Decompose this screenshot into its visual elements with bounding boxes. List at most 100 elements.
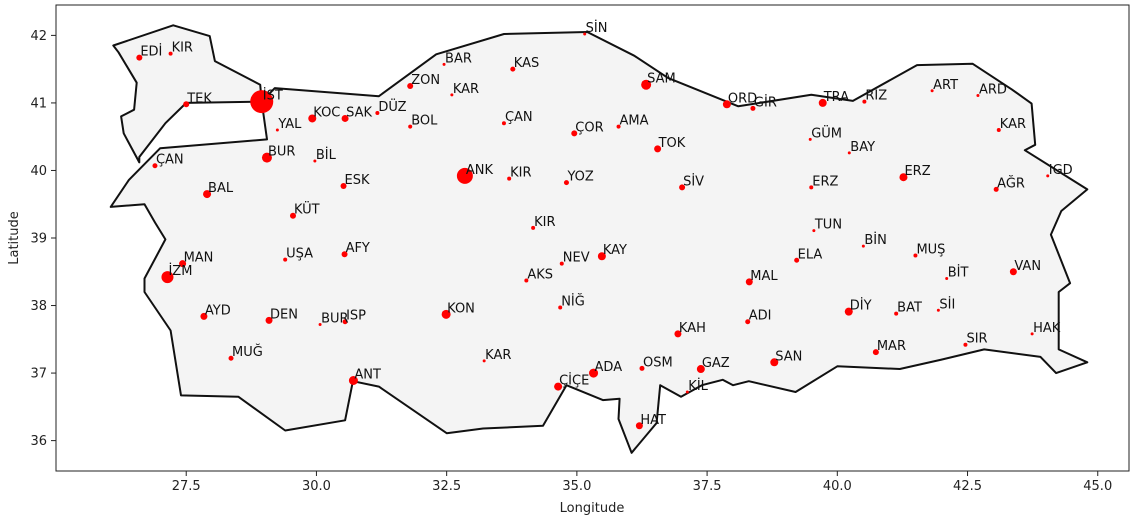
city-marker xyxy=(1009,268,1017,276)
city-label: AĞR xyxy=(997,175,1025,191)
city-marker xyxy=(770,358,779,367)
city-marker xyxy=(976,93,980,97)
city-marker xyxy=(375,111,380,116)
city-label: AKS xyxy=(527,268,553,283)
city-label: KAR xyxy=(453,82,479,97)
city-label: YAL xyxy=(277,117,302,132)
city-markers xyxy=(136,32,1050,430)
city-label: GÜM xyxy=(811,124,842,141)
city-label: ADI xyxy=(749,309,772,324)
x-tick-label: 37.5 xyxy=(693,479,722,494)
city-label: BUR xyxy=(268,145,295,160)
city-label: OSM xyxy=(643,355,673,370)
city-label: TUN xyxy=(814,218,842,233)
city-marker xyxy=(531,225,536,230)
city-label: İST xyxy=(263,88,283,104)
city-marker xyxy=(313,159,317,163)
city-label: ANK xyxy=(466,163,494,178)
city-label: SİI xyxy=(939,296,955,312)
city-marker xyxy=(203,190,212,199)
city-marker xyxy=(228,355,234,361)
city-label: ADA xyxy=(595,360,623,375)
city-marker xyxy=(441,309,451,319)
city-label: TRA xyxy=(823,90,849,105)
country-outline xyxy=(109,24,1089,454)
x-tick-label: 30.0 xyxy=(302,479,331,494)
city-marker xyxy=(261,152,272,163)
city-marker xyxy=(583,32,587,36)
city-label: ÇAN xyxy=(505,110,533,125)
city-label: İZM xyxy=(168,263,192,279)
city-marker xyxy=(597,252,606,261)
city-label: EDİ xyxy=(140,44,162,60)
city-marker xyxy=(161,271,174,284)
city-marker xyxy=(899,173,908,182)
city-label: GİR xyxy=(754,94,777,110)
city-marker xyxy=(442,62,446,66)
city-label: ORD xyxy=(728,91,757,106)
x-tick-label: 42.5 xyxy=(953,479,982,494)
city-marker xyxy=(930,89,934,93)
city-label: HAT xyxy=(640,413,666,428)
city-marker xyxy=(996,127,1001,132)
y-tick-label: 36 xyxy=(30,434,47,449)
x-tick-label: 45.0 xyxy=(1083,479,1112,494)
city-label: SİV xyxy=(683,173,704,189)
city-marker xyxy=(696,365,705,374)
city-marker xyxy=(589,368,599,378)
y-tick-label: 41 xyxy=(30,96,47,111)
city-marker xyxy=(641,79,652,90)
city-marker xyxy=(200,312,208,320)
city-label: VAN xyxy=(1014,259,1041,274)
city-marker xyxy=(818,98,827,107)
y-tick-label: 37 xyxy=(30,367,47,382)
city-label: MAR xyxy=(877,339,906,354)
city-label: IGD xyxy=(1049,163,1073,178)
city-marker xyxy=(450,93,454,97)
city-label: BAY xyxy=(850,140,875,155)
city-label: ZON xyxy=(411,73,440,88)
city-marker xyxy=(283,257,288,262)
city-label: SIR xyxy=(966,332,987,347)
city-marker xyxy=(341,251,348,258)
city-marker xyxy=(318,322,322,326)
city-marker xyxy=(563,180,569,186)
city-label: KON xyxy=(447,301,475,316)
city-marker xyxy=(183,101,190,108)
city-label: NEV xyxy=(563,251,590,266)
city-label: MUŞ xyxy=(916,243,945,258)
x-tick-label: 32.5 xyxy=(432,479,461,494)
city-label: SAN xyxy=(775,349,802,364)
city-label: KİL xyxy=(688,378,708,394)
city-label: ART xyxy=(933,78,958,93)
y-axis-label: Latitude xyxy=(7,211,22,265)
city-marker xyxy=(794,257,800,263)
city-marker xyxy=(616,124,621,129)
city-marker xyxy=(348,376,358,386)
city-label: SAK xyxy=(346,105,372,120)
city-marker xyxy=(482,359,486,363)
city-marker xyxy=(812,229,816,233)
city-label: RİZ xyxy=(865,88,887,104)
x-tick-label: 35.0 xyxy=(562,479,591,494)
city-marker xyxy=(340,182,347,189)
city-marker xyxy=(289,212,296,219)
city-marker xyxy=(507,176,512,181)
y-tick-label: 39 xyxy=(30,232,47,247)
city-label: ERZ xyxy=(904,164,930,179)
city-marker xyxy=(1046,174,1050,178)
city-marker xyxy=(558,305,563,310)
city-marker xyxy=(152,163,158,169)
x-tick-label: 40.0 xyxy=(823,479,852,494)
city-marker xyxy=(408,124,413,129)
outline-anatolia xyxy=(109,31,1089,454)
city-marker xyxy=(745,319,751,325)
city-marker xyxy=(809,185,814,190)
city-label: ÇAN xyxy=(156,153,184,168)
city-label: UŞA xyxy=(286,247,313,262)
city-label: BUR xyxy=(321,311,348,326)
city-label: MAL xyxy=(750,269,778,284)
city-label: ANT xyxy=(354,368,381,383)
city-label: BOL xyxy=(411,114,438,129)
